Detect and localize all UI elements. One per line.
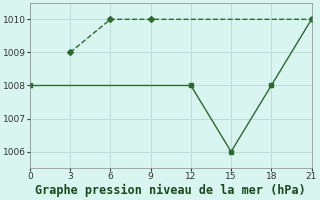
X-axis label: Graphe pression niveau de la mer (hPa): Graphe pression niveau de la mer (hPa) (36, 184, 306, 197)
